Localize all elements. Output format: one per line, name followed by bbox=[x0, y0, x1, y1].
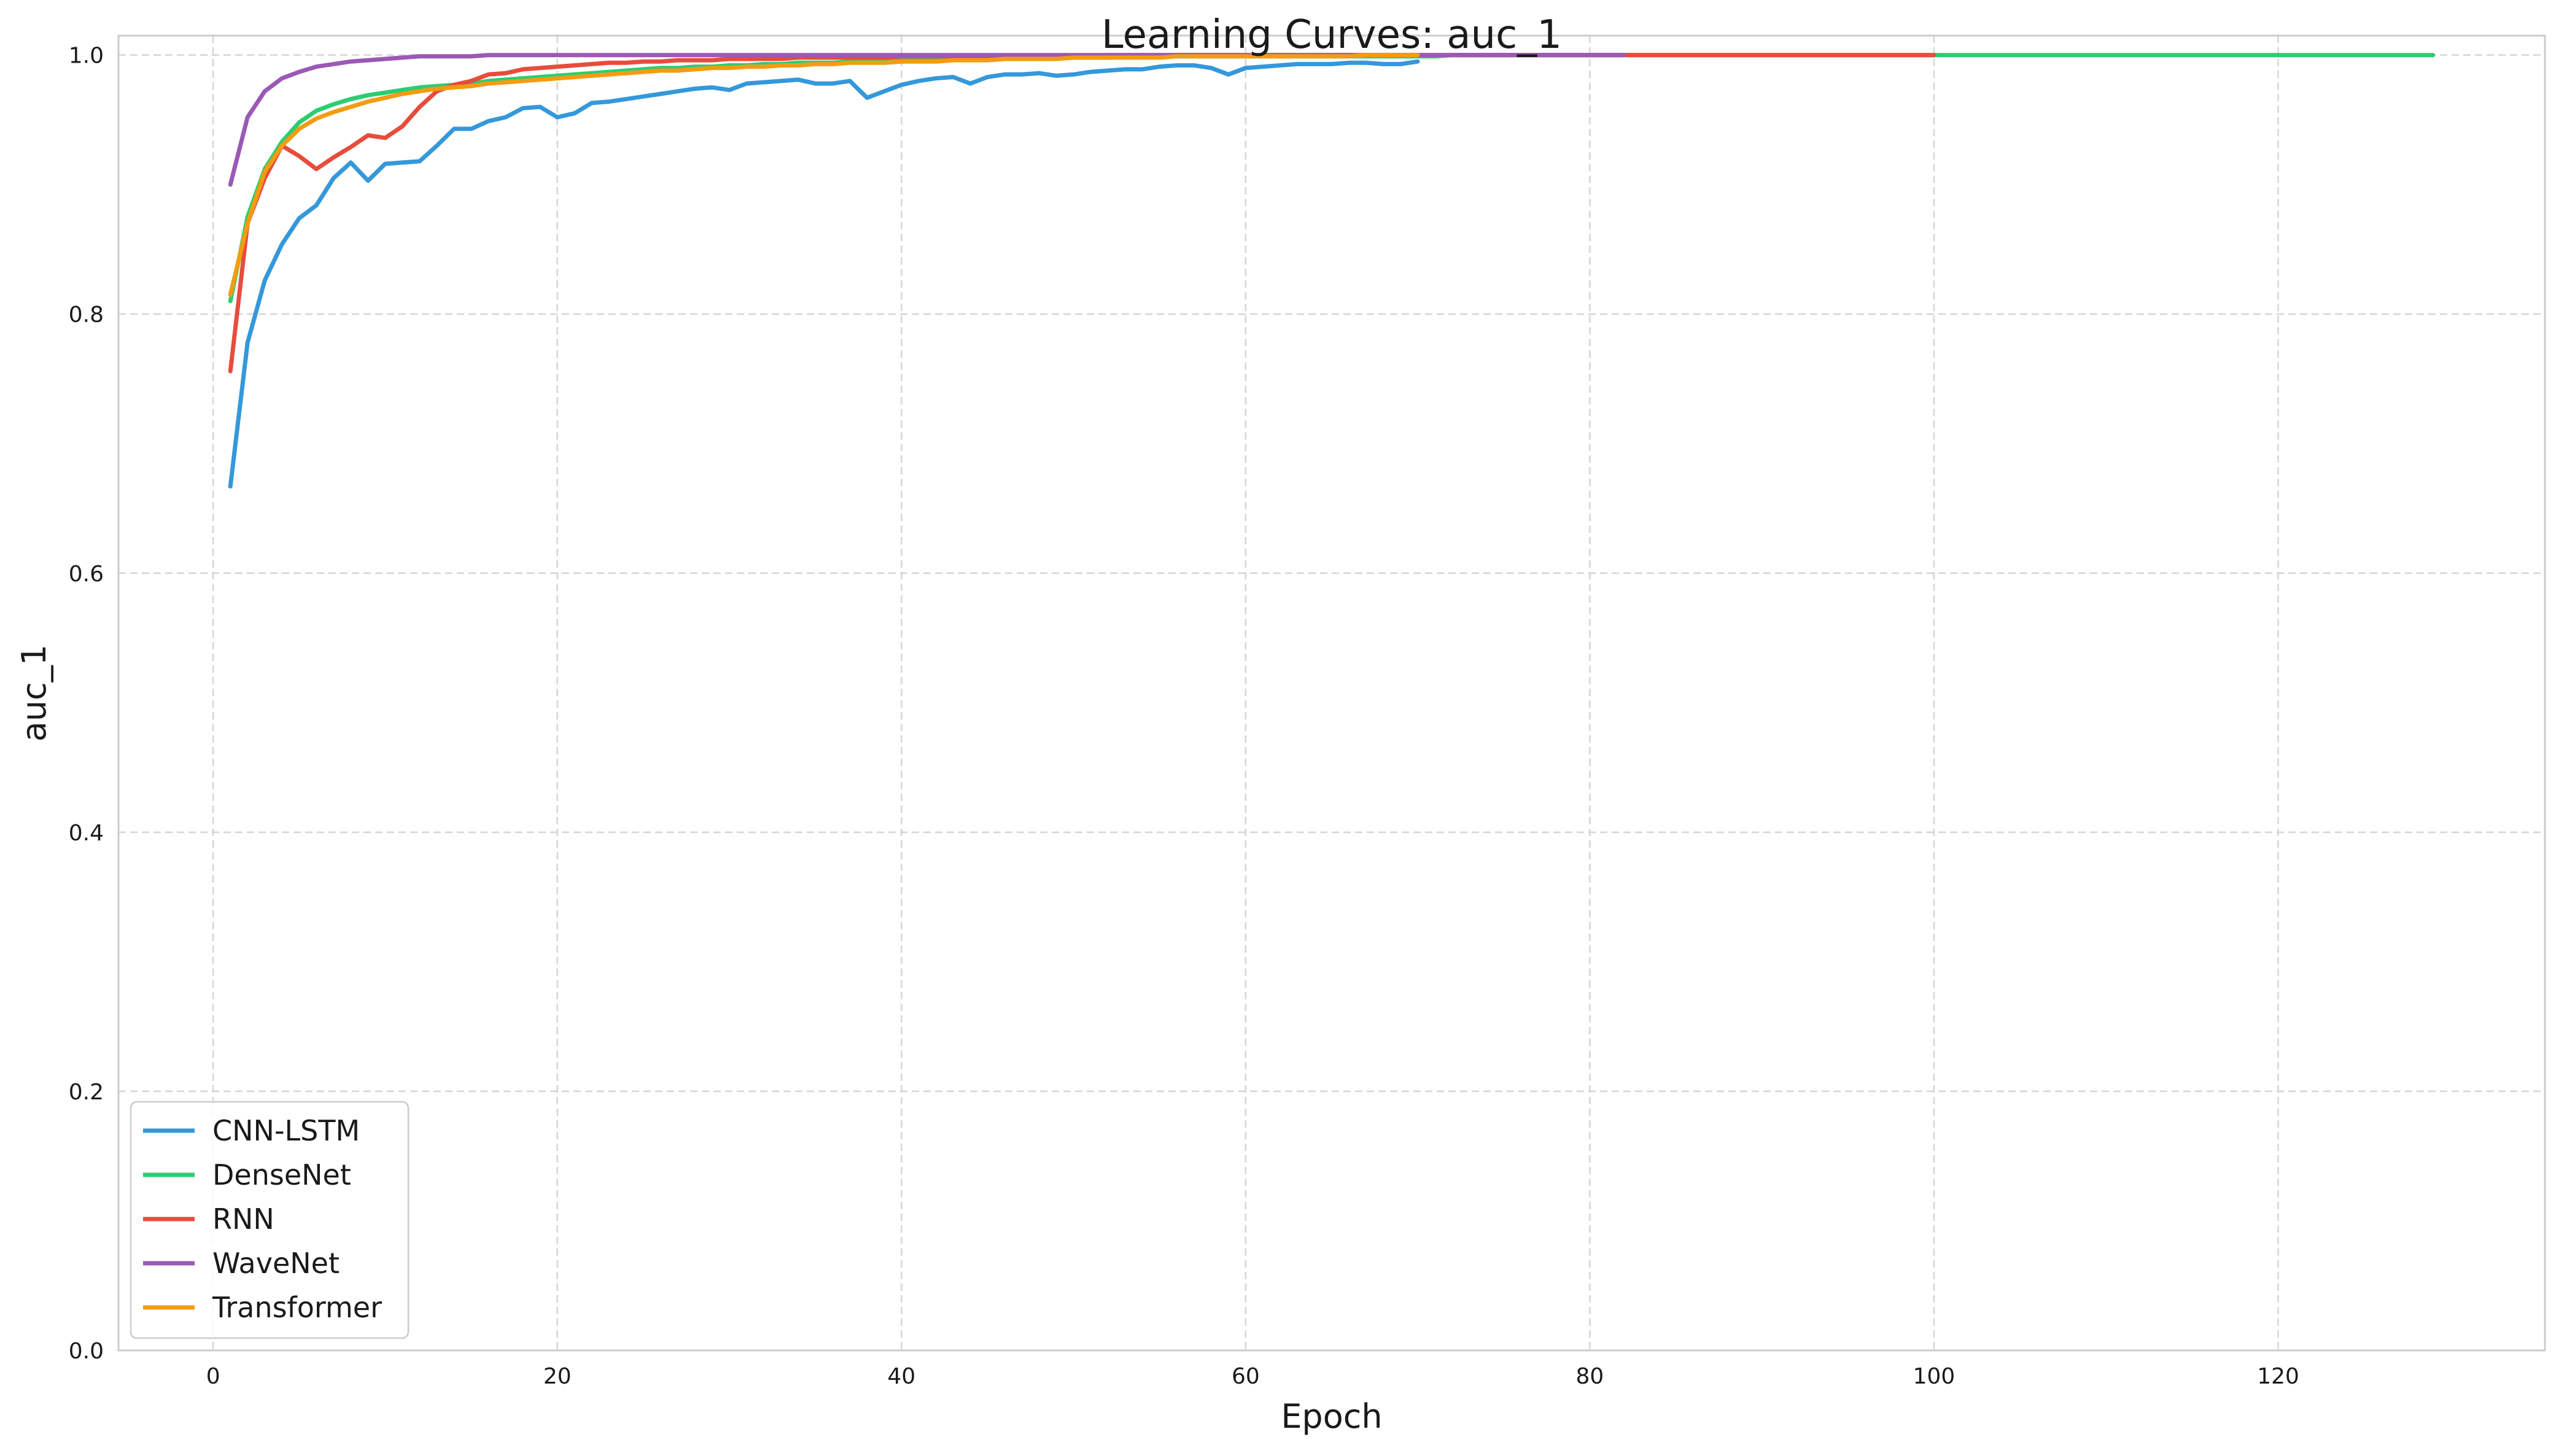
series-line-transformer bbox=[228, 53, 1420, 297]
x-tick-label: 40 bbox=[887, 1364, 915, 1389]
series-lines bbox=[228, 53, 2436, 489]
legend-label: Transformer bbox=[212, 1291, 382, 1324]
y-tick-label: 0.0 bbox=[69, 1339, 104, 1364]
y-axis-title: auc_1 bbox=[15, 645, 53, 742]
x-tick-label: 80 bbox=[1576, 1364, 1604, 1389]
legend-box bbox=[130, 1101, 410, 1339]
y-tick-label: 1.0 bbox=[69, 44, 104, 69]
legend-label: WaveNet bbox=[212, 1247, 340, 1280]
series-line-cnn-lstm bbox=[228, 59, 1420, 489]
x-tick-label: 100 bbox=[1913, 1364, 1955, 1389]
x-tick-label: 120 bbox=[2257, 1364, 2299, 1389]
legend: CNN-LSTM DenseNet RNN WaveNet Transformer bbox=[130, 1101, 410, 1339]
plot-frame bbox=[117, 34, 2546, 1352]
chart-title: Learning Curves: auc_1 bbox=[1101, 12, 1562, 58]
y-tick-label: 0.6 bbox=[69, 562, 104, 587]
y-tick-label: 0.4 bbox=[69, 821, 104, 846]
x-tick-label: 20 bbox=[543, 1364, 572, 1389]
axis-ticks: 0 20 40 60 80 100 120 0.0 0.2 0.4 0.6 0.8 1.0 bbox=[69, 44, 2299, 1389]
legend-label: DenseNet bbox=[212, 1158, 351, 1191]
y-tick-label: 0.2 bbox=[69, 1080, 104, 1105]
legend-label: RNN bbox=[212, 1202, 274, 1236]
y-tick-label: 0.8 bbox=[69, 303, 104, 328]
x-tick-label: 0 bbox=[206, 1364, 220, 1389]
legend-label: CNN-LSTM bbox=[212, 1114, 360, 1147]
x-axis-title: Epoch bbox=[1281, 1397, 1382, 1436]
x-tick-label: 60 bbox=[1232, 1364, 1260, 1389]
